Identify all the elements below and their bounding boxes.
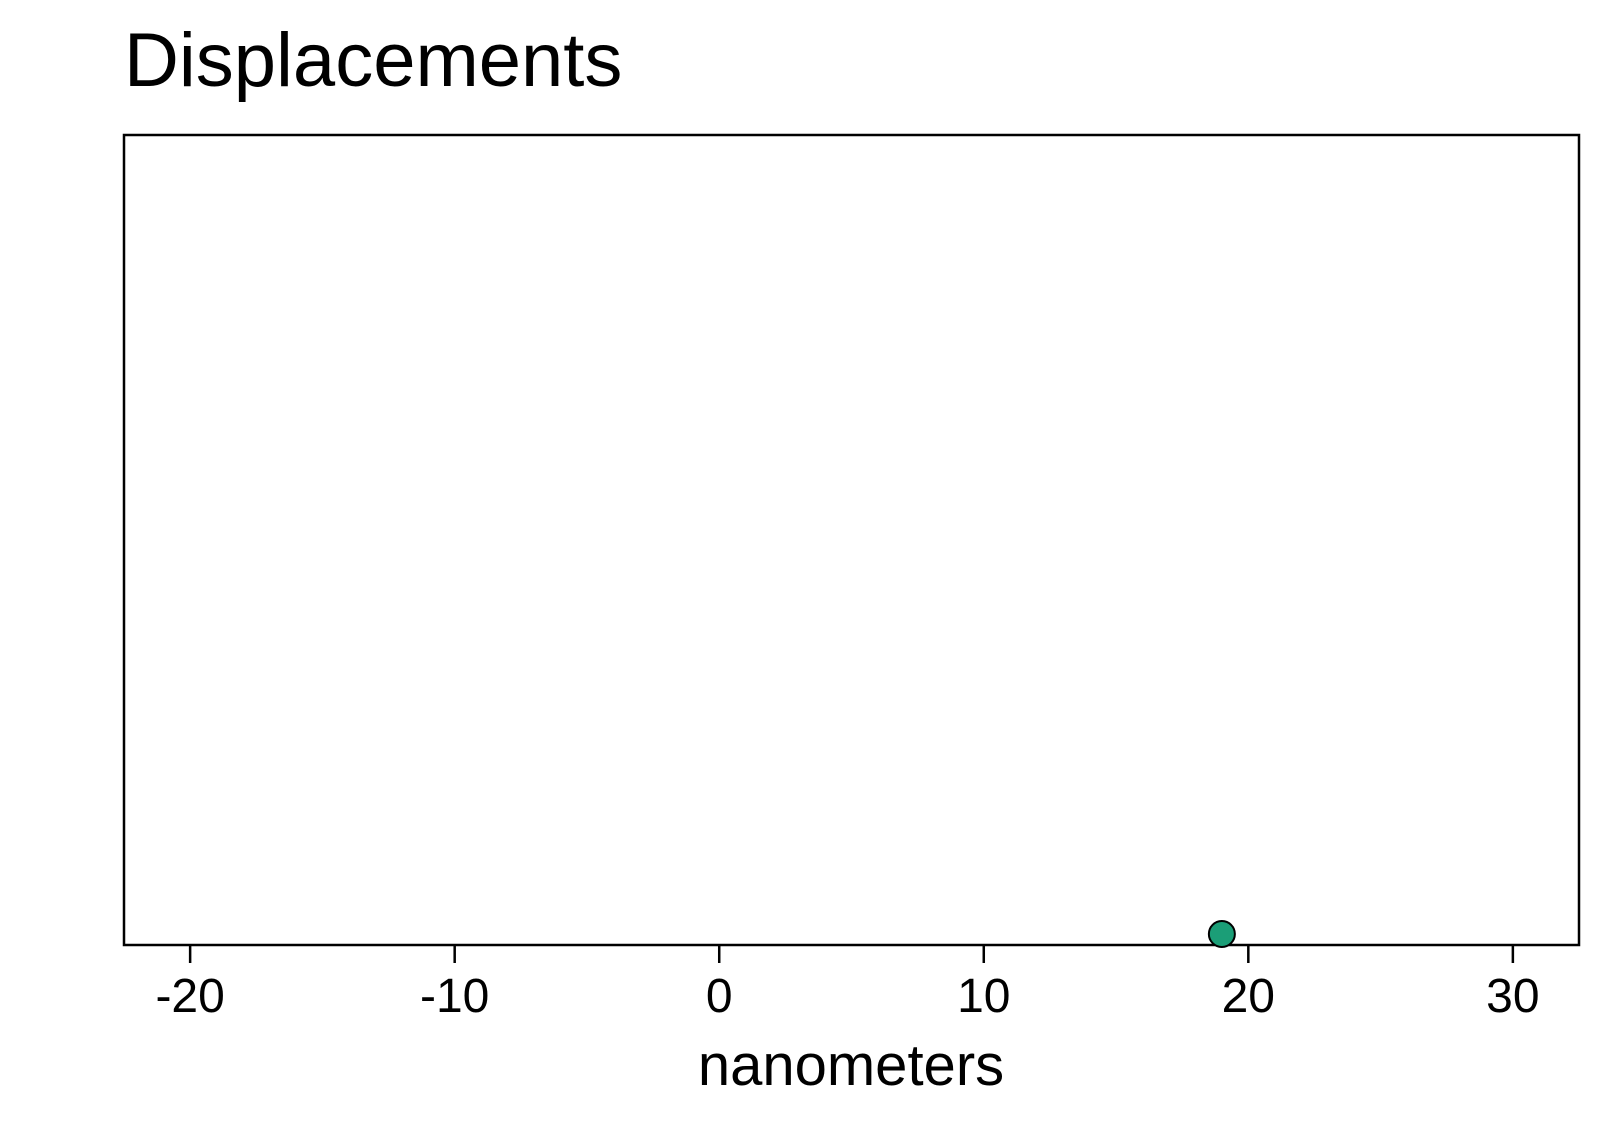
x-tick-label: 10 — [957, 970, 1010, 1023]
x-tick-label: 30 — [1486, 970, 1539, 1023]
x-tick-label: -10 — [420, 970, 489, 1023]
x-axis-label: nanometers — [698, 1033, 1004, 1098]
x-tick-label: 0 — [706, 970, 733, 1023]
x-axis-ticks: -20 -10 0 10 20 30 — [155, 945, 1540, 1023]
x-tick-label: 20 — [1222, 970, 1275, 1023]
plot-frame — [122, 133, 1581, 947]
chart-title: Displacements — [124, 18, 622, 103]
x-tick-label: -20 — [155, 970, 224, 1023]
data-points — [1207, 920, 1236, 948]
data-point — [1207, 920, 1236, 948]
